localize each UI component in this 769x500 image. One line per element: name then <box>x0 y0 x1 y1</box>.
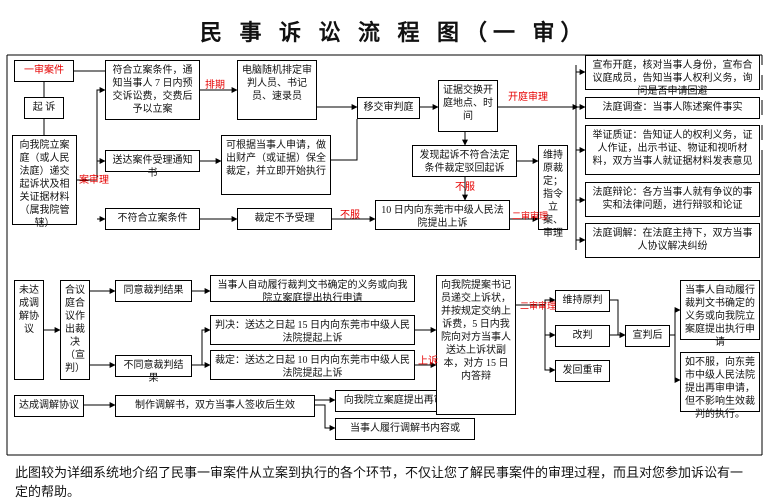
flow-label-l_ershen2: 二审审理 <box>520 300 556 312</box>
flow-label-l_case: 案审理 <box>79 175 109 187</box>
flow-label-l_ershen1: 二审审理 <box>512 210 548 222</box>
flow-box-b_t1: 宣布开庭，核对当事人身份，宣布合议庭成员，告知当事人权利义务，询问是否申请回避 <box>585 55 760 90</box>
flow-box-b_settle: 制作调解书，双方当事人签收后生效 <box>115 395 315 417</box>
flow-box-b_perform: 当事人履行调解书内容或 <box>335 418 475 440</box>
flow-label-l_delay: 排期 <box>205 80 225 92</box>
flow-box-b_r1: 当事人自动履行裁判文书确定的义务或向我院立案庭提出执行申请 <box>680 280 760 340</box>
flow-box-b_sue: 起 诉 <box>24 97 64 119</box>
flow-box-b_case: 一审案件 <box>14 60 74 82</box>
flowchart-stage: 民 事 诉 讼 流 程 图（一 审） 此图较为详细系统地介绍了民事一审案件从立案… <box>0 0 769 500</box>
flow-box-b_after: 宣判后 <box>625 325 670 347</box>
flow-box-b_t5: 法庭调解：在法庭主持下，双方当事人协议解决纠纷 <box>585 223 760 258</box>
connector <box>77 90 105 180</box>
flow-box-b_t3: 举证质证：告知证人的权利义务，证人作证，出示书证、物证和视听材料，双方当事人就证… <box>585 125 760 175</box>
flow-box-b_disagree: 不同意裁判结果 <box>115 355 192 377</box>
flow-box-b_t4: 法庭辩论：各方当事人就有争议的事实和法律问题，进行辩驳和论证 <box>585 182 760 217</box>
flow-box-b_dismiss: 发现起诉不符合法定条件裁定驳回起诉 <box>412 145 517 177</box>
flow-box-b_keep: 维持原判 <box>555 290 610 312</box>
footer-note: 此图较为详细系统地介绍了民事一审案件从立案到执行的各个环节，不仅让您了解民事案件… <box>15 462 755 500</box>
flow-box-b_appeal1: 10 日内向东莞市中级人民法院提出上诉 <box>375 200 510 230</box>
flow-label-l_bufu2: 不服 <box>455 182 475 194</box>
flow-box-b_med: 达成调解协议 <box>14 395 84 417</box>
connector <box>610 300 625 335</box>
connector <box>192 330 210 365</box>
flow-box-b_unmed: 未达成调解协议 <box>14 280 44 380</box>
flow-box-b_transfer: 移交审判庭 <box>357 97 420 119</box>
connector <box>670 310 680 335</box>
connector <box>331 119 357 160</box>
flow-box-b_t2: 法庭调查：当事人陈述案件事实 <box>585 97 760 119</box>
flow-box-b_file: 向我院立案庭（或人民法庭）递交起诉状及相关证据材料（属我院管辖） <box>12 135 77 225</box>
flow-box-b_retrial: 发回重审 <box>555 360 610 382</box>
flow-box-b_agree: 同意裁判结果 <box>115 280 192 302</box>
flow-box-b_heyi: 合议庭合议作出裁决（宣判） <box>60 280 90 380</box>
connector <box>315 405 335 428</box>
flow-box-b_cdue: 裁定：送达之日起 10 日内向东莞市中级人民法院提起上诉 <box>210 350 415 380</box>
flow-box-b_notice: 送达案件受理通知书 <box>105 150 200 172</box>
flow-box-b_auto: 当事人自动履行裁判文书确定的义务或向我院立案庭提出执行申请 <box>210 275 415 302</box>
flow-label-l_bufu1: 不服 <box>340 210 360 222</box>
flow-label-l_kaiting: 开庭审理 <box>508 92 548 104</box>
flow-box-b_reject: 不符合立案条件 <box>105 208 200 230</box>
page-title: 民 事 诉 讼 流 程 图（一 审） <box>200 15 589 47</box>
flow-label-l_shangsu: 上诉 <box>418 356 438 368</box>
flow-box-b_cond: 符合立案条件，通知当事人 7 日内预交诉讼费，交费后予以立案 <box>105 60 200 120</box>
flow-box-b_noaccept: 裁定不予受理 <box>237 208 332 230</box>
flow-box-b_submit: 向我院提案书记员递交上诉状，并按规定交纳上诉费，5 日内我院向对方当事人送达上诉… <box>436 275 516 415</box>
flow-box-b_change: 改判 <box>555 325 610 347</box>
flow-box-b_pjue: 判决：送达之日起 15 日内向东莞市中级人民法院提起上诉 <box>210 315 415 345</box>
flow-box-b_evidence: 证据交换开庭地点、时间 <box>438 80 498 132</box>
flow-box-b_r2: 如不服，向东莞市中级人民法院提出再审申请，但不影响生效裁判的执行。 <box>680 352 760 412</box>
connector <box>545 335 555 370</box>
flow-box-b_assign: 电脑随机排定审判人员、书记员、速录员 <box>237 60 317 120</box>
flow-box-b_pretrial: 可根据当事人申请，做出财产（或证据）保全裁定，并立即开始执行 <box>221 135 331 195</box>
